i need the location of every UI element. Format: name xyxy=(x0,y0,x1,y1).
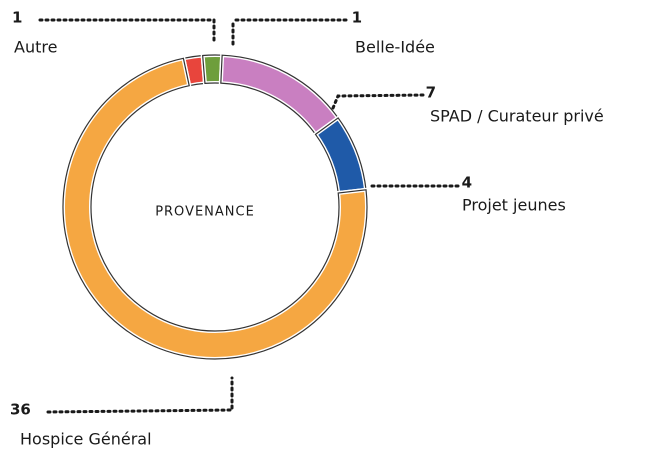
leader-line xyxy=(231,18,350,46)
category-label: Belle-Idée xyxy=(355,38,435,57)
donut-segment xyxy=(218,53,341,138)
leader-line xyxy=(38,18,216,46)
segment-outline xyxy=(62,57,368,360)
category-label: SPAD / Curateur privé xyxy=(430,107,604,126)
value-label: 36 xyxy=(10,401,31,419)
category-label: Hospice Général xyxy=(20,430,152,449)
leader-line xyxy=(331,93,426,110)
category-label: Projet jeunes xyxy=(462,196,566,215)
value-label: 1 xyxy=(12,9,22,27)
value-label: 7 xyxy=(426,84,436,102)
category-label: Autre xyxy=(14,38,57,57)
leader-line xyxy=(46,376,234,414)
value-label: 4 xyxy=(462,174,472,192)
value-label: 1 xyxy=(352,9,362,27)
chart-title: PROVENANCE xyxy=(155,205,255,220)
